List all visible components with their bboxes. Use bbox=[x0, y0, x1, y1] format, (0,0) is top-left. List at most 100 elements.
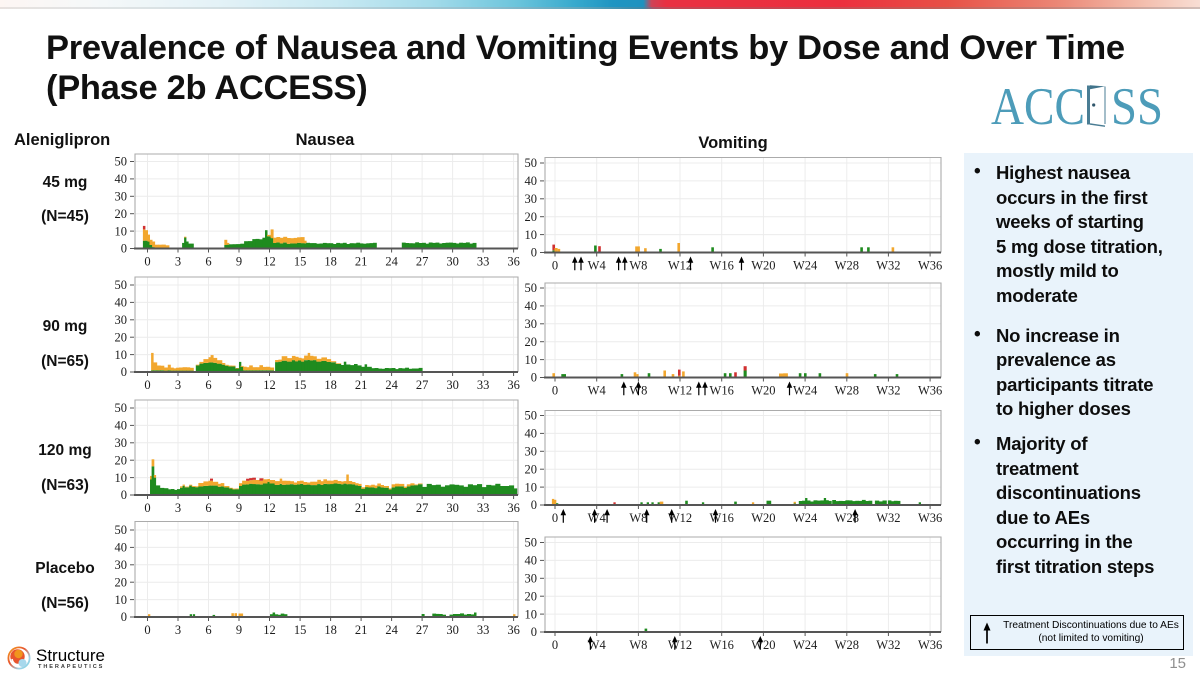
svg-text:15: 15 bbox=[294, 255, 307, 269]
svg-text:9: 9 bbox=[236, 255, 242, 269]
svg-text:30: 30 bbox=[525, 317, 538, 331]
svg-text:20: 20 bbox=[525, 210, 538, 224]
svg-text:W16: W16 bbox=[710, 259, 734, 273]
svg-text:30: 30 bbox=[115, 190, 128, 204]
svg-text:W24: W24 bbox=[793, 511, 818, 525]
svg-text:9: 9 bbox=[236, 623, 242, 637]
svg-text:30: 30 bbox=[115, 313, 128, 327]
svg-text:50: 50 bbox=[525, 536, 538, 550]
svg-text:W20: W20 bbox=[751, 638, 775, 652]
svg-text:40: 40 bbox=[525, 174, 538, 188]
svg-text:ACC: ACC bbox=[991, 78, 1085, 136]
svg-text:W36: W36 bbox=[918, 638, 942, 652]
svg-text:21: 21 bbox=[355, 255, 368, 269]
svg-text:6: 6 bbox=[205, 255, 211, 269]
svg-text:40: 40 bbox=[115, 419, 128, 433]
svg-text:30: 30 bbox=[446, 378, 459, 392]
svg-text:18: 18 bbox=[324, 255, 337, 269]
svg-text:18: 18 bbox=[324, 623, 337, 637]
svg-text:W12: W12 bbox=[668, 259, 692, 273]
svg-text:10: 10 bbox=[525, 353, 538, 367]
svg-text:3: 3 bbox=[175, 255, 181, 269]
svg-text:12: 12 bbox=[263, 501, 276, 515]
svg-text:0: 0 bbox=[144, 378, 150, 392]
svg-text:33: 33 bbox=[477, 378, 490, 392]
svg-text:50: 50 bbox=[115, 155, 128, 169]
svg-text:W12: W12 bbox=[668, 384, 692, 398]
svg-text:40: 40 bbox=[525, 427, 538, 441]
svg-text:W16: W16 bbox=[710, 638, 734, 652]
svg-text:21: 21 bbox=[355, 501, 368, 515]
svg-text:W12: W12 bbox=[668, 638, 692, 652]
svg-text:W32: W32 bbox=[876, 638, 900, 652]
svg-text:10: 10 bbox=[525, 228, 538, 242]
svg-text:30: 30 bbox=[446, 623, 459, 637]
svg-text:0: 0 bbox=[531, 625, 537, 639]
svg-text:24: 24 bbox=[385, 378, 398, 392]
svg-text:W28: W28 bbox=[835, 384, 859, 398]
svg-text:W24: W24 bbox=[793, 384, 818, 398]
svg-text:W36: W36 bbox=[918, 511, 942, 525]
svg-text:27: 27 bbox=[416, 378, 429, 392]
svg-text:SS: SS bbox=[1111, 78, 1163, 136]
svg-text:W28: W28 bbox=[835, 259, 859, 273]
svg-text:20: 20 bbox=[115, 330, 128, 344]
svg-text:10: 10 bbox=[525, 480, 538, 494]
svg-text:30: 30 bbox=[446, 501, 459, 515]
svg-text:W16: W16 bbox=[710, 384, 734, 398]
svg-text:W4: W4 bbox=[588, 384, 607, 398]
svg-text:24: 24 bbox=[385, 255, 398, 269]
svg-text:40: 40 bbox=[525, 299, 538, 313]
svg-text:27: 27 bbox=[416, 501, 429, 515]
svg-text:3: 3 bbox=[175, 623, 181, 637]
svg-text:9: 9 bbox=[236, 378, 242, 392]
svg-text:50: 50 bbox=[115, 523, 128, 537]
svg-text:W4: W4 bbox=[588, 259, 607, 273]
svg-text:0: 0 bbox=[552, 638, 558, 652]
svg-text:W20: W20 bbox=[751, 259, 775, 273]
svg-text:20: 20 bbox=[115, 207, 128, 221]
svg-text:6: 6 bbox=[205, 623, 211, 637]
svg-text:15: 15 bbox=[294, 501, 307, 515]
svg-text:10: 10 bbox=[115, 471, 128, 485]
svg-text:27: 27 bbox=[416, 623, 429, 637]
svg-text:3: 3 bbox=[175, 501, 181, 515]
svg-text:24: 24 bbox=[385, 623, 398, 637]
svg-text:12: 12 bbox=[263, 623, 276, 637]
svg-text:15: 15 bbox=[294, 623, 307, 637]
svg-text:20: 20 bbox=[525, 335, 538, 349]
svg-text:9: 9 bbox=[236, 501, 242, 515]
svg-text:W32: W32 bbox=[876, 259, 900, 273]
svg-text:40: 40 bbox=[525, 554, 538, 568]
svg-text:W8: W8 bbox=[629, 638, 647, 652]
svg-text:20: 20 bbox=[525, 589, 538, 603]
svg-text:30: 30 bbox=[115, 436, 128, 450]
svg-text:0: 0 bbox=[552, 511, 558, 525]
svg-text:30: 30 bbox=[525, 572, 538, 586]
svg-text:50: 50 bbox=[525, 281, 538, 295]
svg-text:30: 30 bbox=[446, 255, 459, 269]
svg-text:36: 36 bbox=[507, 378, 520, 392]
svg-text:36: 36 bbox=[507, 255, 520, 269]
svg-text:40: 40 bbox=[115, 541, 128, 555]
svg-text:50: 50 bbox=[525, 409, 538, 423]
svg-text:10: 10 bbox=[115, 224, 128, 238]
svg-text:W20: W20 bbox=[751, 511, 775, 525]
svg-text:10: 10 bbox=[115, 593, 128, 607]
svg-text:15: 15 bbox=[294, 378, 307, 392]
svg-text:50: 50 bbox=[115, 278, 128, 292]
svg-text:W24: W24 bbox=[793, 638, 818, 652]
svg-text:W8: W8 bbox=[629, 511, 647, 525]
svg-text:27: 27 bbox=[416, 255, 429, 269]
svg-text:40: 40 bbox=[115, 296, 128, 310]
svg-text:18: 18 bbox=[324, 501, 337, 515]
svg-text:12: 12 bbox=[263, 255, 276, 269]
svg-text:20: 20 bbox=[115, 575, 128, 589]
svg-text:10: 10 bbox=[525, 607, 538, 621]
svg-text:21: 21 bbox=[355, 378, 368, 392]
svg-text:6: 6 bbox=[205, 501, 211, 515]
svg-text:0: 0 bbox=[552, 384, 558, 398]
svg-text:W32: W32 bbox=[876, 384, 900, 398]
svg-text:36: 36 bbox=[507, 623, 520, 637]
svg-text:21: 21 bbox=[355, 623, 368, 637]
